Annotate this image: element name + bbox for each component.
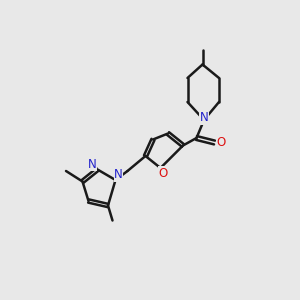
Text: O: O: [159, 167, 168, 180]
Text: N: N: [114, 168, 123, 181]
Text: N: N: [200, 111, 208, 124]
Text: N: N: [88, 158, 97, 171]
Text: O: O: [217, 136, 226, 149]
